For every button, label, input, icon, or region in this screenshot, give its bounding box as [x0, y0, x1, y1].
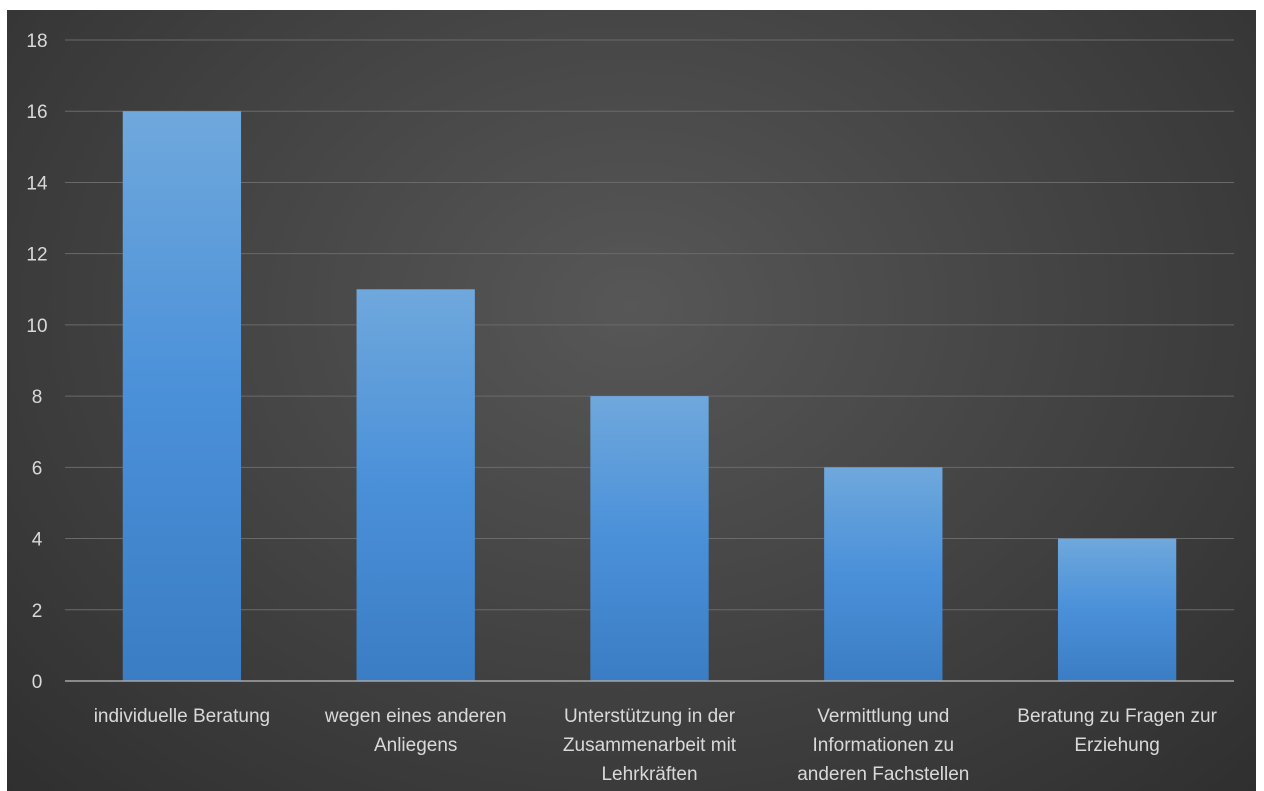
- bar-chart: 0 2 4 6 8 10 12 14 16 18 individuelle Beratung weg…: [26, 31, 1234, 785]
- bar: [1057, 538, 1177, 681]
- bar: [122, 111, 242, 681]
- y-axis-tick-labels: 0 2 4 6 8 10 12 14 16 18: [26, 31, 48, 693]
- x-category-label-line: Lehrkräften: [601, 764, 697, 785]
- y-tick-label: 8: [32, 387, 43, 408]
- bar: [356, 289, 475, 681]
- x-category-label: Beratung zu Fragen zur Erziehung: [1017, 706, 1217, 756]
- x-category-label-line: anderen Fachstellen: [797, 764, 969, 785]
- x-category-label-line: Erziehung: [1074, 735, 1160, 756]
- y-tick-label: 2: [32, 601, 43, 622]
- y-tick-label: 6: [32, 458, 43, 479]
- x-category-label-line: Unterstützung in der: [564, 706, 736, 727]
- x-category-label-line: individuelle Beratung: [94, 706, 270, 727]
- gridlines: [65, 39, 1234, 611]
- y-tick-label: 4: [32, 530, 43, 551]
- x-category-label-line: Vermittlung und: [817, 706, 949, 727]
- y-tick-label: 14: [26, 173, 48, 194]
- y-tick-label: 0: [32, 672, 43, 693]
- y-tick-label: 16: [26, 102, 47, 123]
- x-category-label-line: Beratung zu Fragen zur: [1017, 706, 1217, 727]
- y-tick-label: 12: [26, 245, 47, 266]
- y-tick-label: 18: [26, 31, 47, 52]
- chart-area: 0 2 4 6 8 10 12 14 16 18 individuelle Beratung weg…: [7, 10, 1256, 791]
- x-category-label-line: Informationen zu: [813, 735, 955, 756]
- x-category-label-line: wegen eines anderen: [324, 706, 507, 727]
- x-category-label: Unterstützung in der Zusammenarbeit mit Le…: [563, 706, 737, 785]
- x-category-label-line: Anliegens: [374, 735, 457, 756]
- x-category-label: wegen eines anderen Anliegens: [324, 706, 507, 756]
- x-category-label: Vermittlung und Informationen zu anderen F…: [797, 706, 969, 785]
- x-category-label-line: Zusammenarbeit mit: [563, 735, 737, 756]
- x-category-label: individuelle Beratung: [94, 706, 270, 727]
- bar: [590, 396, 709, 681]
- bars: [122, 111, 1177, 681]
- x-axis-category-labels: individuelle Beratung wegen eines anderen…: [94, 706, 1218, 785]
- y-tick-label: 10: [26, 316, 47, 337]
- bar: [824, 467, 943, 681]
